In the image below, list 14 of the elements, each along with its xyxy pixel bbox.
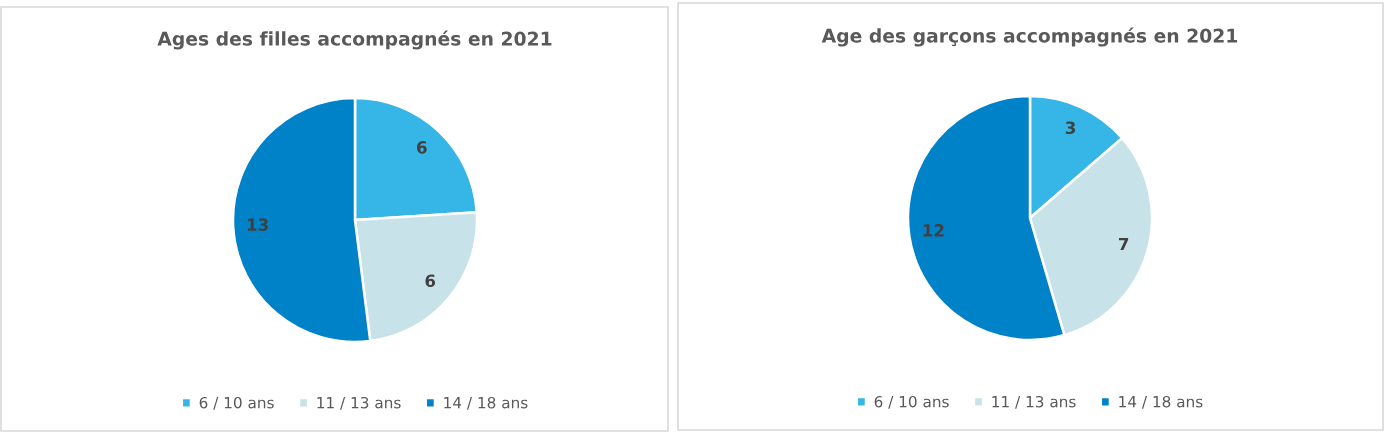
data-label: 13 bbox=[247, 218, 268, 231]
chart-title: Age des garçons accompagnés en 2021 bbox=[821, 27, 1238, 47]
legend-label: 11 / 13 ans bbox=[992, 395, 1076, 409]
data-label: 6 bbox=[417, 141, 427, 154]
data-label: 12 bbox=[923, 224, 944, 237]
legend-label: 6 / 10 ans bbox=[199, 396, 274, 410]
chart-title: Ages des filles accompagnés en 2021 bbox=[157, 30, 552, 50]
legend-label: 14 / 18 ans bbox=[1119, 395, 1203, 409]
data-label: 7 bbox=[1118, 237, 1129, 251]
data-label: 6 bbox=[425, 274, 436, 288]
legend-label: 6 / 10 ans bbox=[874, 395, 949, 409]
legend-label: 14 / 18 ans bbox=[444, 396, 528, 410]
data-label: 3 bbox=[1065, 121, 1076, 135]
legend-label: 11 / 13 ans bbox=[317, 396, 401, 410]
